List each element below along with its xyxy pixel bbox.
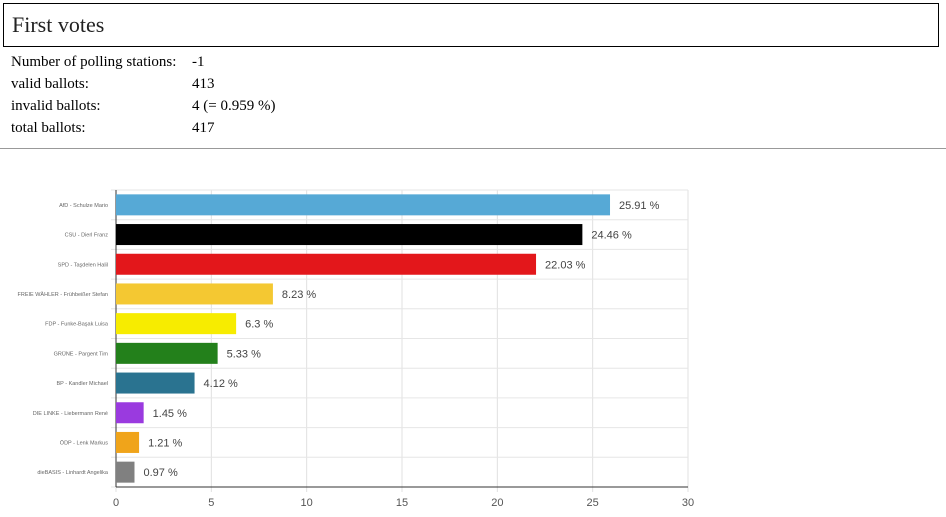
- bar: [116, 313, 237, 335]
- x-tick-label: 5: [208, 497, 214, 509]
- page-title: First votes: [12, 12, 105, 37]
- stat-valid-ballots: valid ballots: 413: [11, 73, 275, 95]
- bar: [116, 224, 583, 246]
- stat-value: 4 (= 0.959 %): [192, 98, 276, 114]
- bar: [116, 194, 611, 216]
- bar: [116, 342, 218, 364]
- stat-total-ballots: total ballots: 417: [11, 117, 275, 139]
- bar: [116, 372, 195, 394]
- category-label: AfD - Schulze Mario: [59, 203, 108, 209]
- stat-value: 413: [192, 76, 215, 92]
- x-tick-label: 30: [682, 497, 694, 509]
- bar: [116, 431, 140, 453]
- category-label: GRÜNE - Pargent Tim: [54, 350, 109, 357]
- category-label: FREIE WÄHLER - Frühbeißer Stefan: [18, 291, 108, 298]
- category-label: SPD - Taşdelen Halil: [58, 262, 108, 268]
- data-label: 8.23 %: [282, 289, 316, 301]
- data-label: 1.21 %: [148, 437, 182, 449]
- divider: [0, 148, 946, 149]
- stat-label: invalid ballots:: [11, 98, 101, 114]
- data-label: 24.46 %: [591, 230, 632, 242]
- stat-value: 417: [192, 120, 215, 136]
- stat-label: total ballots:: [11, 120, 86, 136]
- stat-label: Number of polling stations:: [11, 54, 177, 70]
- data-label: 6.3 %: [245, 319, 273, 331]
- data-label: 4.12 %: [204, 378, 238, 390]
- category-label: CSU - Dierl Franz: [65, 233, 109, 239]
- stat-label: valid ballots:: [11, 76, 89, 92]
- category-label: dieBASIS - Linhardt Angelika: [37, 470, 109, 476]
- bar: [116, 461, 135, 483]
- x-tick-label: 0: [113, 497, 119, 509]
- stat-polling-stations: Number of polling stations: -1: [11, 51, 275, 73]
- category-label: FDP - Funke-Başak Luisa: [45, 322, 109, 328]
- data-label: 0.97 %: [143, 467, 177, 479]
- data-label: 25.91 %: [619, 200, 660, 212]
- stat-value: -1: [192, 54, 205, 70]
- data-label: 5.33 %: [227, 348, 261, 360]
- x-tick-label: 10: [301, 497, 313, 509]
- category-label: DIE LINKE - Liebermann René: [33, 411, 108, 417]
- bar: [116, 283, 273, 305]
- data-label: 1.45 %: [153, 408, 187, 420]
- ballot-stats: Number of polling stations: -1 valid ball…: [11, 51, 275, 139]
- x-tick-label: 15: [396, 497, 408, 509]
- data-label: 22.03 %: [545, 259, 586, 271]
- bar: [116, 253, 537, 275]
- category-label: ÖDP - Lenk Markus: [60, 439, 108, 446]
- stat-invalid-ballots: invalid ballots: 4 (= 0.959 %): [11, 95, 275, 117]
- bar: [116, 402, 144, 424]
- x-tick-label: 25: [587, 497, 599, 509]
- x-tick-label: 20: [491, 497, 503, 509]
- section-header: First votes: [3, 3, 939, 47]
- category-label: BP - Kandler Michael: [56, 381, 108, 387]
